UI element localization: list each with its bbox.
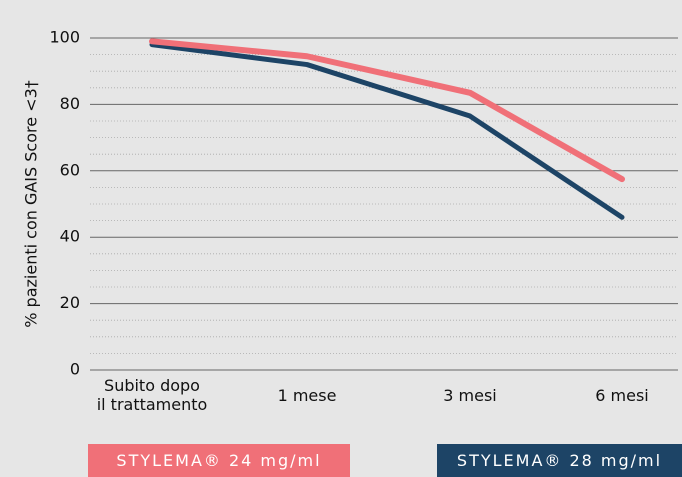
x-tick-label: 6 mesi <box>595 386 649 405</box>
y-tick-label: 100 <box>49 28 80 47</box>
legend-entry: STYLEMA® 28 mg/ml <box>437 444 682 477</box>
y-tick-label: 80 <box>60 94 80 113</box>
x-tick-label: Subito dopo il trattamento <box>96 376 208 414</box>
line <box>149 42 625 220</box>
y-axis-label: % pazienti con GAIS Score <3† <box>22 80 41 327</box>
x-tick-label: 1 mese <box>277 386 337 405</box>
line <box>149 38 625 183</box>
y-tick-label: 20 <box>60 293 80 312</box>
legend-entry: STYLEMA® 24 mg/ml <box>88 444 350 477</box>
y-tick-label: 60 <box>60 160 80 179</box>
y-tick-label: 0 <box>70 360 80 379</box>
x-tick-label: 3 mesi <box>443 386 497 405</box>
y-tick-label: 40 <box>60 227 80 246</box>
